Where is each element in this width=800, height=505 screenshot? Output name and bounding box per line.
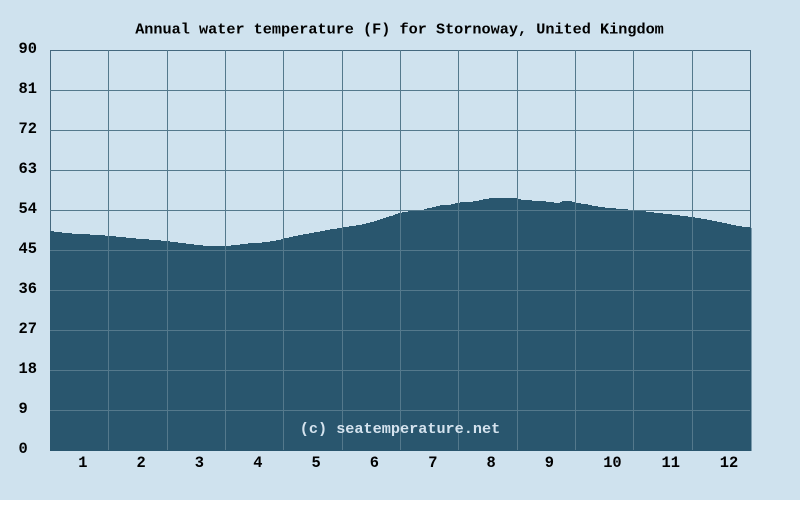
svg-text:3: 3 xyxy=(195,454,204,472)
svg-text:8: 8 xyxy=(487,454,496,472)
svg-text:11: 11 xyxy=(662,454,680,472)
svg-text:81: 81 xyxy=(19,80,37,98)
svg-text:18: 18 xyxy=(19,360,37,378)
svg-text:5: 5 xyxy=(312,454,321,472)
svg-text:90: 90 xyxy=(19,40,37,58)
svg-text:Annual water temperature (F) f: Annual water temperature (F) for Stornow… xyxy=(135,21,664,39)
svg-text:36: 36 xyxy=(19,280,37,298)
svg-text:27: 27 xyxy=(19,320,37,338)
svg-text:9: 9 xyxy=(545,454,554,472)
svg-text:63: 63 xyxy=(19,160,37,178)
svg-text:54: 54 xyxy=(19,200,37,218)
svg-text:7: 7 xyxy=(428,454,437,472)
svg-text:45: 45 xyxy=(19,240,37,258)
svg-text:1: 1 xyxy=(78,454,87,472)
svg-text:9: 9 xyxy=(19,400,28,418)
svg-text:(c) seatemperature.net: (c) seatemperature.net xyxy=(300,420,501,438)
svg-text:72: 72 xyxy=(19,120,37,138)
svg-text:6: 6 xyxy=(370,454,379,472)
svg-text:0: 0 xyxy=(19,440,28,458)
svg-text:4: 4 xyxy=(253,454,262,472)
svg-text:12: 12 xyxy=(720,454,738,472)
svg-text:2: 2 xyxy=(137,454,146,472)
svg-text:10: 10 xyxy=(603,454,621,472)
